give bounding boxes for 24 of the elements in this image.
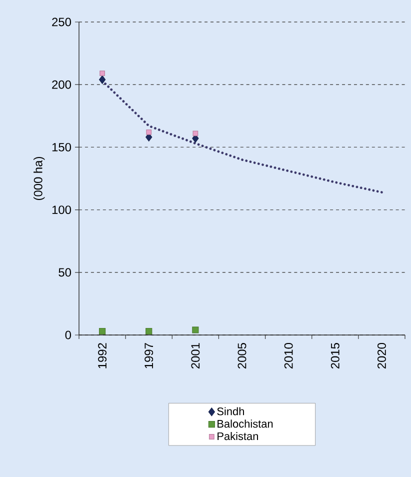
legend-label: Balochistan — [218, 420, 273, 428]
x-tick-label: 2001 — [191, 343, 200, 369]
x-tick-label: 1997 — [144, 343, 154, 368]
x-tick-label: 2010 — [284, 342, 293, 369]
point — [100, 70, 105, 76]
x-tick-label: 2015 — [330, 343, 340, 369]
legend-label: Pakistan — [218, 432, 258, 440]
point — [146, 328, 152, 335]
y-tick-label: 0 — [65, 330, 72, 340]
y-tick-label: 250 — [52, 18, 72, 26]
x-tick-label: 2020 — [377, 342, 386, 369]
y-tick-label: 200 — [52, 80, 72, 89]
legend-label: Sindh — [217, 407, 244, 416]
x-tick-label: 1992 — [98, 343, 107, 368]
point — [192, 130, 198, 136]
point — [192, 326, 199, 334]
point — [146, 129, 152, 135]
x-tick-label: 2005 — [238, 343, 246, 369]
y-tick-label: 50 — [58, 268, 72, 277]
point — [98, 328, 106, 335]
y-tick-label: 100 — [52, 206, 72, 214]
y-tick-label: 150 — [52, 142, 72, 152]
point — [98, 75, 106, 84]
y-axis-title: (000 ha) — [34, 156, 45, 200]
